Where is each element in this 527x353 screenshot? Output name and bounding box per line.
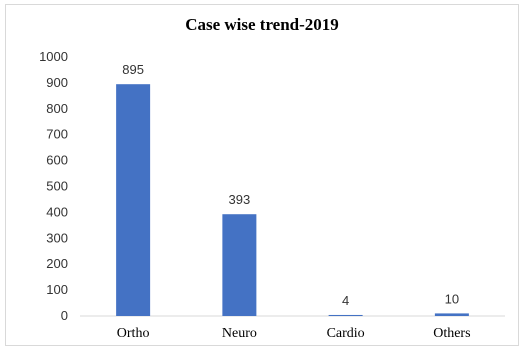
category-label: Neuro xyxy=(222,326,257,341)
y-tick-label: 400 xyxy=(46,204,68,219)
y-tick-label: 100 xyxy=(46,282,68,297)
chart-title: Case wise trend-2019 xyxy=(185,15,339,34)
category-label: Others xyxy=(433,326,470,341)
bar-ortho xyxy=(116,84,151,316)
y-tick-label: 300 xyxy=(46,230,68,245)
y-tick-label: 200 xyxy=(46,256,68,271)
y-tick-label: 1000 xyxy=(39,49,68,64)
bar-neuro xyxy=(222,214,257,316)
y-tick-label: 700 xyxy=(46,127,68,142)
category-label: Cardio xyxy=(327,326,365,341)
y-tick-label: 900 xyxy=(46,75,68,90)
y-tick-label: 600 xyxy=(46,153,68,168)
y-tick-label: 800 xyxy=(46,101,68,116)
bar-cardio xyxy=(328,314,363,316)
data-label: 895 xyxy=(122,62,144,77)
data-label: 393 xyxy=(229,192,251,207)
y-tick-label: 0 xyxy=(61,308,68,323)
category-label: Ortho xyxy=(117,326,150,341)
bar-others xyxy=(434,313,469,316)
data-label: 4 xyxy=(342,293,349,308)
y-tick-label: 500 xyxy=(46,179,68,194)
chart-frame: Case wise trend-2019 xyxy=(5,4,519,346)
data-label: 10 xyxy=(445,291,459,306)
